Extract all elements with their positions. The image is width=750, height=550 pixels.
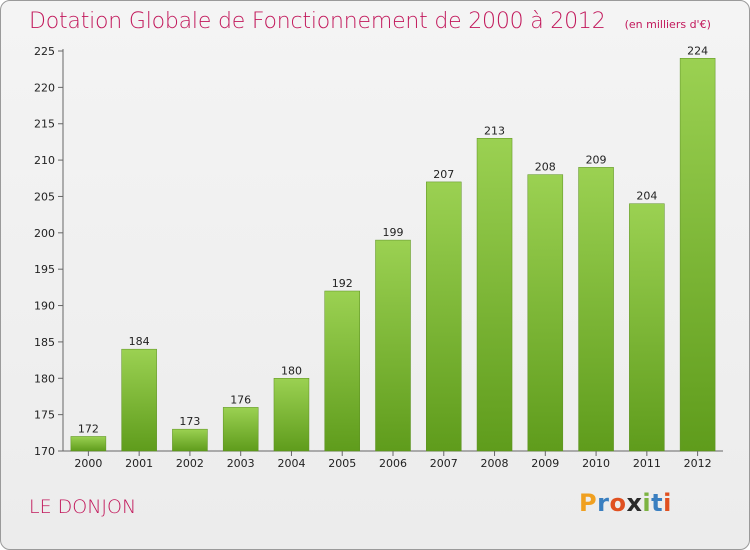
data-label: 224 bbox=[687, 44, 708, 57]
data-label: 213 bbox=[484, 124, 505, 137]
x-tick-label: 2008 bbox=[481, 457, 509, 470]
x-tick-label: 2005 bbox=[328, 457, 356, 470]
bar bbox=[527, 174, 564, 452]
x-tick-label: 2011 bbox=[633, 457, 661, 470]
x-tick-label: 2002 bbox=[176, 457, 204, 470]
data-label: 199 bbox=[383, 226, 404, 239]
brand-letter: t bbox=[651, 489, 664, 517]
brand-logo: Proxiti bbox=[579, 489, 672, 517]
bar bbox=[172, 428, 208, 452]
y-tick-label: 185 bbox=[34, 336, 55, 349]
x-tick-label: 2001 bbox=[125, 457, 153, 470]
brand-letter: i bbox=[642, 489, 652, 517]
title-row: Dotation Globale de Fonctionnement de 20… bbox=[29, 9, 711, 34]
brand-letter: o bbox=[609, 489, 627, 517]
bar bbox=[70, 436, 107, 452]
data-label: 204 bbox=[636, 190, 657, 203]
y-tick-label: 225 bbox=[34, 45, 55, 58]
data-label: 172 bbox=[78, 422, 99, 435]
data-label: 180 bbox=[281, 364, 302, 377]
data-label: 208 bbox=[535, 161, 556, 174]
bar bbox=[375, 239, 411, 452]
y-tick-label: 170 bbox=[34, 445, 55, 458]
data-label: 184 bbox=[129, 335, 150, 348]
x-tick-label: 2010 bbox=[582, 457, 610, 470]
y-tick-label: 205 bbox=[34, 190, 55, 203]
data-label: 176 bbox=[230, 393, 251, 406]
y-tick-label: 190 bbox=[34, 300, 55, 313]
y-tick-label: 180 bbox=[34, 372, 55, 385]
chart-subtitle: (en milliers d'€) bbox=[624, 18, 711, 31]
brand-letter: i bbox=[663, 489, 672, 517]
place-name: LE DONJON bbox=[29, 496, 137, 518]
data-label: 207 bbox=[433, 168, 454, 181]
bar bbox=[324, 290, 360, 452]
brand-letter: x bbox=[626, 489, 643, 517]
y-tick-label: 215 bbox=[34, 118, 55, 131]
x-tick-label: 2004 bbox=[277, 457, 305, 470]
y-tick-label: 175 bbox=[34, 409, 55, 422]
x-tick-label: 2000 bbox=[74, 457, 102, 470]
bar bbox=[273, 378, 310, 452]
brand-letter: P bbox=[579, 489, 598, 517]
x-tick-label: 2009 bbox=[531, 457, 559, 470]
y-tick-label: 210 bbox=[34, 154, 55, 167]
data-label: 192 bbox=[332, 277, 353, 290]
bar bbox=[679, 58, 716, 452]
bar bbox=[629, 203, 665, 452]
chart-title: Dotation Globale de Fonctionnement de 20… bbox=[29, 9, 606, 34]
x-tick-label: 2003 bbox=[227, 457, 255, 470]
bar bbox=[222, 407, 259, 452]
bar bbox=[476, 138, 513, 452]
brand-letter: r bbox=[597, 489, 610, 517]
bar bbox=[121, 348, 157, 452]
bar bbox=[578, 167, 614, 452]
x-tick-label: 2007 bbox=[430, 457, 458, 470]
x-tick-label: 2006 bbox=[379, 457, 407, 470]
y-tick-label: 200 bbox=[34, 227, 55, 240]
bar bbox=[426, 181, 462, 452]
data-label: 209 bbox=[586, 153, 607, 166]
y-tick-label: 195 bbox=[34, 263, 55, 276]
data-label: 173 bbox=[179, 415, 200, 428]
x-tick-label: 2012 bbox=[684, 457, 712, 470]
y-tick-label: 220 bbox=[34, 81, 55, 94]
